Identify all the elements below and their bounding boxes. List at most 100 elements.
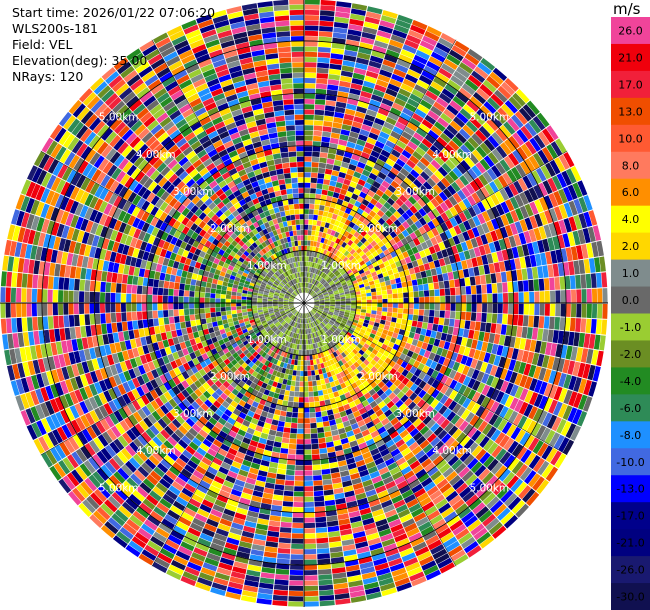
velocity-gate [255, 70, 268, 78]
velocity-gate [223, 50, 238, 59]
velocity-gate [163, 280, 170, 289]
velocity-gate [503, 121, 516, 135]
velocity-gate [277, 131, 287, 138]
velocity-gate [472, 204, 482, 215]
velocity-gate [383, 201, 392, 210]
velocity-gate [163, 101, 176, 112]
velocity-gate [368, 172, 378, 181]
velocity-gate [329, 259, 335, 265]
velocity-gate [399, 167, 410, 177]
velocity-gate [93, 81, 108, 95]
velocity-gate [252, 305, 258, 309]
velocity-gate [413, 266, 421, 274]
velocity-gate [279, 268, 284, 274]
velocity-gate [204, 297, 210, 303]
velocity-gate [336, 284, 342, 289]
velocity-gate [352, 251, 359, 258]
velocity-gate [423, 283, 429, 291]
velocity-gate [276, 270, 281, 276]
velocity-gate [474, 66, 489, 79]
velocity-gate [195, 177, 205, 186]
velocity-gate [141, 147, 152, 159]
velocity-gate [211, 205, 220, 214]
velocity-gate [280, 73, 293, 79]
velocity-gate [351, 193, 359, 201]
velocity-gate [511, 114, 524, 129]
velocity-gate [256, 252, 262, 259]
velocity-gate [174, 282, 180, 290]
velocity-gate [257, 178, 266, 186]
velocity-gate [433, 46, 448, 58]
velocity-gate [111, 322, 118, 333]
velocity-gate [268, 429, 277, 436]
velocity-gate [265, 233, 271, 240]
velocity-gate [323, 293, 329, 297]
velocity-gate [266, 58, 279, 65]
velocity-gate [257, 219, 264, 226]
velocity-gate [285, 416, 292, 423]
velocity-gate [298, 288, 301, 294]
velocity-gate [549, 277, 555, 291]
velocity-gate [117, 61, 132, 75]
velocity-gate [273, 253, 278, 259]
velocity-gate [283, 278, 288, 284]
velocity-gate [441, 88, 455, 100]
velocity-gate [445, 264, 453, 273]
velocity-gate [531, 266, 539, 279]
velocity-gate [286, 125, 295, 131]
velocity-gate [178, 123, 190, 133]
velocity-gate [338, 252, 344, 259]
velocity-gate [377, 295, 383, 300]
velocity-gate [373, 213, 381, 222]
velocity-gate [264, 252, 271, 259]
velocity-gate [311, 278, 315, 284]
velocity-gate [392, 102, 404, 112]
velocity-gate [110, 303, 116, 313]
velocity-gate [480, 57, 496, 71]
velocity-gate [448, 49, 464, 62]
velocity-gate [231, 313, 238, 318]
velocity-gate [341, 65, 354, 73]
velocity-gate [370, 218, 378, 226]
velocity-gate [263, 149, 273, 157]
velocity-gate [100, 281, 106, 292]
velocity-gate [121, 312, 127, 322]
velocity-gate [127, 275, 134, 285]
velocity-gate [343, 286, 349, 290]
velocity-gate [290, 167, 298, 173]
velocity-gate [283, 254, 288, 260]
velocity-gate [215, 218, 223, 226]
velocity-gate [176, 329, 183, 337]
velocity-gate [292, 285, 297, 290]
velocity-gate [531, 170, 542, 184]
velocity-gate [181, 127, 193, 138]
velocity-gate [345, 298, 351, 301]
velocity-gate [173, 94, 187, 105]
velocity-gate [414, 108, 427, 119]
velocity-gate [300, 240, 304, 246]
velocity-gate [363, 80, 376, 89]
velocity-gate [270, 84, 282, 91]
velocity-gate [319, 300, 325, 303]
velocity-gate [163, 310, 169, 318]
velocity-gate [225, 122, 237, 131]
velocity-gate [456, 163, 467, 175]
velocity-gate [112, 79, 126, 93]
velocity-gate [532, 116, 546, 131]
velocity-gate [555, 290, 561, 303]
velocity-gate [221, 311, 227, 316]
velocity-gate [283, 167, 291, 174]
velocity-gate [224, 189, 233, 197]
velocity-gate [402, 221, 410, 230]
velocity-gate [166, 105, 179, 116]
velocity-gate [324, 300, 330, 302]
velocity-gate [323, 238, 329, 245]
velocity-gate [524, 217, 533, 231]
velocity-gate [304, 51, 318, 57]
velocity-gate [282, 506, 293, 512]
velocity-gate [408, 297, 414, 303]
velocity-gate [194, 303, 200, 309]
velocity-gate [126, 74, 141, 87]
velocity-gate [449, 155, 460, 167]
velocity-gate [64, 265, 71, 278]
